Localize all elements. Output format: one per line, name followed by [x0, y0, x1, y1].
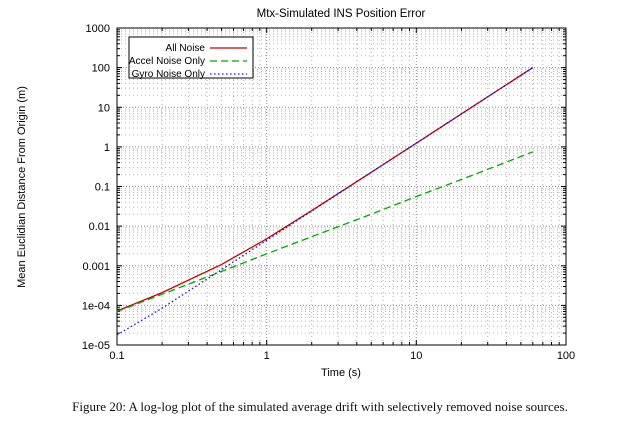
legend-label: Gyro Noise Only [132, 69, 205, 80]
y-tick-label: 0.01 [89, 221, 110, 233]
ins-position-error-chart: 0.1 1 10 100 1e-05 1e-04 0.001 0.01 0.1 1 10 100 100… [16, 8, 575, 379]
legend-box [128, 36, 254, 79]
legend-label: Accel Noise Only [129, 56, 205, 67]
x-tick-label: 100 [557, 350, 575, 362]
x-axis-label: Time (s) [321, 367, 361, 379]
y-tick-label: 0.001 [82, 261, 110, 273]
y-tick-label: 10 [98, 102, 110, 114]
series-line-accel-noise-only [116, 151, 534, 313]
x-tick-label: 0.1 [109, 350, 124, 362]
y-tick-label: 0.1 [95, 182, 110, 194]
axis-layer: 0.1 1 10 100 1e-05 1e-04 0.001 0.01 0.1 1 10 100 100… [82, 23, 575, 362]
series-line-gyro-noise-only [116, 67, 534, 336]
x-tick-label: 1 [264, 350, 270, 362]
plot-border [116, 27, 567, 346]
chart-title: Mtx-Simulated INS Position Error [257, 8, 426, 20]
y-tick-label: 1e-05 [82, 340, 110, 352]
series-layer [116, 67, 534, 336]
series-line-all-noise [116, 67, 534, 312]
y-tick-label: 1 [104, 142, 110, 154]
y-tick-label: 1e-04 [82, 300, 110, 312]
figure-caption: Figure 20: A log-log plot of the simulat… [72, 399, 568, 414]
x-tick-label: 10 [410, 350, 422, 362]
y-tick-label: 1000 [86, 23, 110, 35]
legend-layer: All Noise Accel Noise Only Gyro Noise Only [128, 36, 254, 80]
grid-layer [116, 27, 567, 346]
legend-label: All Noise [166, 43, 206, 54]
y-axis-label: Mean Euclidian Distance From Origin (m) [16, 86, 28, 288]
y-tick-label: 100 [92, 63, 110, 75]
